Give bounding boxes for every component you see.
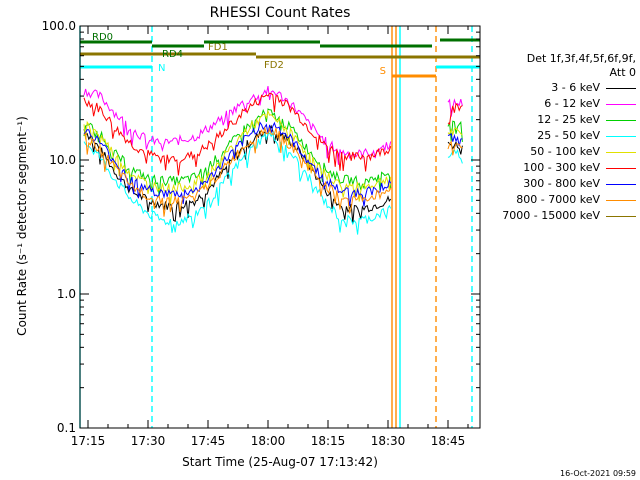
legend-label: 25 - 50 keV [537,129,600,142]
x-tick-label-4: 18:15 [311,434,346,448]
plot-area: N S FD1 FD2 RD0 RD4 [79,26,480,428]
legend-header-attenuator: Att 0 [609,66,636,79]
chart-title: RHESSI Count Rates [210,5,351,21]
x-tick-label-0: 17:15 [71,434,106,448]
y-tick-label-2: 10.0 [49,153,76,167]
legend-swatch [606,104,636,105]
x-tick-label-2: 17:45 [191,434,226,448]
legend-entry: 800 - 7000 keV [480,192,636,208]
state-label-s: S [380,66,386,77]
legend-entry: 6 - 12 keV [480,96,636,112]
legend-rows: 3 - 6 keV 6 - 12 keV 12 - 25 keV 25 - 50 ke… [480,80,636,224]
legend-label: 100 - 300 keV [523,161,600,174]
state-label-rd4: RD4 [162,49,183,60]
legend-swatch [606,184,636,185]
legend-label: 800 - 7000 keV [516,193,600,206]
legend-swatch [606,88,636,89]
axes: 0.1 1.0 10.0 100.0 17:15 17:30 17:45 18:00 18:15… [42,19,481,448]
legend-label: 50 - 100 keV [530,145,600,158]
legend-entry: 300 - 800 keV [480,176,636,192]
state-label-fd1: FD1 [208,42,228,53]
legend-entry: 12 - 25 keV [480,112,636,128]
state-label-fd2: FD2 [264,60,284,71]
legend-label: 6 - 12 keV [544,97,600,110]
legend-swatch [606,216,636,217]
legend-entry: 25 - 50 keV [480,128,636,144]
legend-entry: 50 - 100 keV [480,144,636,160]
legend-swatch [606,200,636,201]
series-line-6-12-kev [83,85,463,165]
x-tick-label-1: 17:30 [131,434,166,448]
state-label-n: N [158,63,165,74]
legend-entry: 7000 - 15000 keV [480,208,636,224]
x-tick-label-3: 18:00 [251,434,286,448]
state-label-rd0: RD0 [92,32,113,43]
plot-frame [79,25,481,429]
y-tick-label-0: 0.1 [57,421,76,435]
x-tick-label-6: 18:45 [431,434,466,448]
series-line-12-25-kev [83,108,463,196]
legend: Det 1f,3f,4f,5f,6f,9f, Att 0 3 - 6 keV 6 … [480,52,636,224]
legend-header-detectors: Det 1f,3f,4f,5f,6f,9f, [526,52,636,65]
y-axis-label: Count Rate (s⁻¹ detector segment⁻¹) [15,116,29,336]
timestamp: 16-Oct-2021 09:59 [560,469,636,478]
legend-swatch [606,168,636,169]
legend-label: 300 - 800 keV [523,177,600,190]
legend-swatch [606,152,636,153]
legend-label: 3 - 6 keV [551,81,600,94]
series-line-300-800-kev [83,121,463,207]
legend-swatch [606,120,636,121]
legend-entry: 100 - 300 keV [480,160,636,176]
x-tick-label-5: 18:30 [371,434,406,448]
series-line-100-300-kev [83,92,463,176]
legend-swatch [606,136,636,137]
series-line-25-50-kev [83,131,463,235]
x-axis-label: Start Time (25-Aug-07 17:13:42) [182,455,378,469]
legend-label: 7000 - 15000 keV [502,209,600,222]
series-line-800-7000-kev [83,126,463,217]
legend-label: 12 - 25 keV [537,113,600,126]
series-line-50-100-kev [83,109,463,205]
series-line-3-6-kev [83,124,463,224]
legend-entry: 3 - 6 keV [480,80,636,96]
y-tick-label-3: 100.0 [42,19,76,33]
y-tick-label-1: 1.0 [57,287,76,301]
